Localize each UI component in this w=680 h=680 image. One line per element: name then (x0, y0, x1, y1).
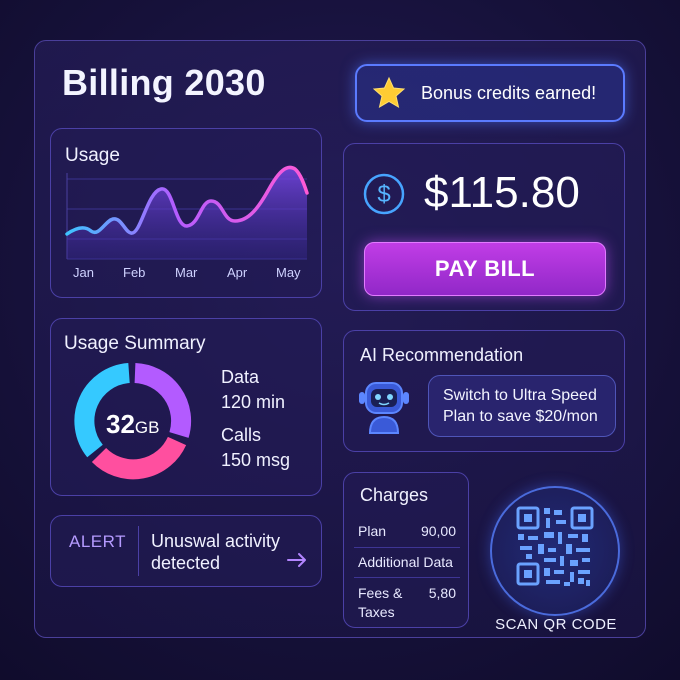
donut-segment-pink (91, 436, 187, 480)
bill-card: $ $115.80 PAY BILL (343, 143, 625, 311)
calls-messages: 150 msg (221, 450, 291, 470)
donut-segment-purple (134, 363, 192, 438)
data-minutes: 120 min (221, 392, 286, 412)
usage-donut (74, 363, 192, 480)
bonus-text: Bonus credits earned! (421, 82, 597, 103)
bonus-banner[interactable]: Bonus credits earned! (355, 64, 625, 122)
x-tick-mar: Mar (175, 265, 198, 280)
fees-label-line-1: Fees & (358, 585, 403, 601)
charges-title: Charges (360, 485, 429, 505)
robot-icon (356, 375, 412, 437)
usage-summary-card: Usage Summary 32GB Data 120 min Calls 15… (50, 318, 322, 496)
summary-details: Data 120 min Calls 150 msg (221, 365, 290, 473)
fees-value: 5,80 (428, 585, 456, 601)
usage-line (65, 165, 309, 236)
x-tick-jan: Jan (73, 265, 94, 280)
arrow-right-icon[interactable] (286, 552, 308, 573)
bill-amount: $115.80 (424, 168, 580, 217)
star-icon (371, 75, 407, 111)
x-tick-may: May (276, 265, 301, 280)
usage-area (67, 167, 307, 259)
alert-card[interactable]: ALERT Unuswal activity detected (50, 515, 322, 587)
qr-circle (490, 486, 620, 616)
qr-code-area[interactable] (486, 486, 624, 616)
ai-recommendation-card: AI Recommendation Switch to Ultra Speed … (343, 330, 625, 452)
x-tick-feb: Feb (123, 265, 145, 280)
alert-label: ALERT (69, 532, 126, 551)
usage-card: Usage Jan Feb Mar Apr May (50, 128, 322, 298)
donut-segment-cyan (74, 363, 131, 458)
donut-value: 32GB (106, 409, 160, 439)
charges-divider (354, 577, 460, 578)
plan-value: 90,00 (420, 523, 456, 539)
dollar-icon: $ (362, 172, 406, 216)
pay-bill-button[interactable]: PAY BILL (364, 242, 606, 296)
alert-divider (138, 526, 139, 576)
data-label: Data (221, 367, 260, 387)
usage-title: Usage (65, 145, 120, 166)
plan-label: Plan (358, 523, 387, 539)
ai-message-bubble[interactable]: Switch to Ultra Speed Plan to save $20/m… (428, 375, 616, 437)
usage-chart: Jan Feb Mar Apr May (65, 165, 309, 280)
x-tick-apr: Apr (227, 265, 248, 280)
page-title: Billing 2030 (62, 62, 266, 103)
usage-summary-title: Usage Summary (64, 333, 206, 354)
ai-line-2: Plan to save $20/mon (443, 408, 598, 425)
additional-data-label: Additional Data (358, 554, 453, 570)
scan-qr-label: SCAN QR CODE (495, 616, 617, 633)
charges-divider (354, 547, 460, 548)
calls-label: Calls (221, 425, 262, 445)
alert-message: Unuswal activity detected (151, 531, 281, 573)
ai-title: AI Recommendation (360, 345, 524, 365)
svg-text:$: $ (377, 181, 390, 208)
qr-code-icon (516, 506, 594, 586)
fees-label-line-2: Taxes (358, 604, 395, 620)
charges-card: Charges Plan 90,00 Additional Data Fees … (343, 472, 469, 628)
ai-line-1: Switch to Ultra Speed (443, 387, 597, 404)
